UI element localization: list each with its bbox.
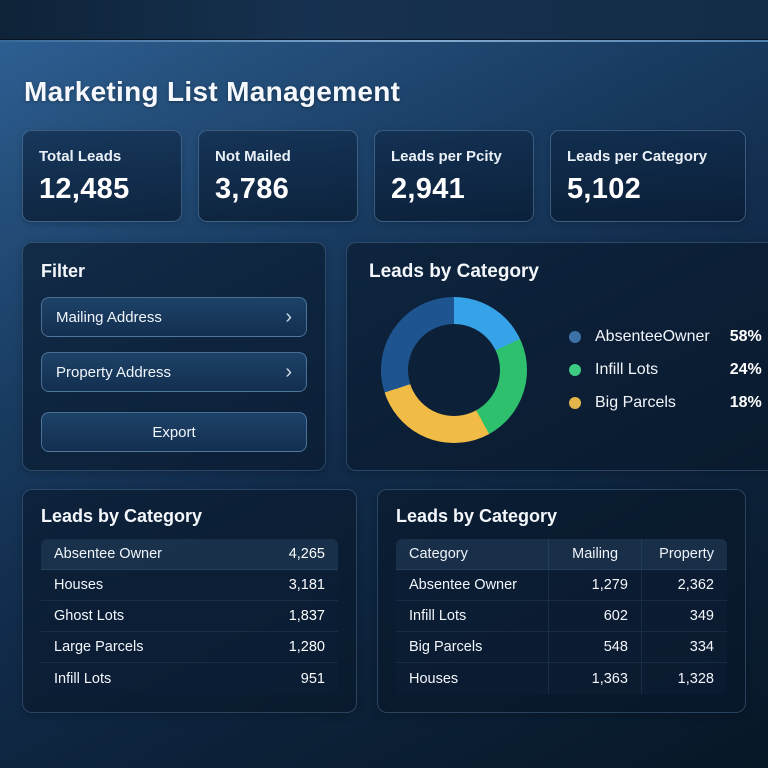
stat-label: Leads per Category [567, 148, 708, 165]
filter-item-label: Mailing Address [56, 308, 162, 326]
header-divider [0, 40, 768, 42]
export-button-label: Export [152, 423, 196, 441]
table-row: Absentee Owner 1,279 2,362 [396, 570, 727, 601]
stat-label: Total Leads [39, 148, 122, 165]
category-mailing-property-table: Category Mailing Property Absentee Owner… [396, 539, 727, 694]
filter-item-label: Property Address [56, 363, 172, 381]
list-item: Absentee Owner 4,265 [41, 539, 338, 570]
stat-label: Leads per Pcity [391, 148, 502, 165]
filter-panel: Filter Mailing Address › Property Addres… [22, 242, 326, 471]
filter-mailing-address[interactable]: Mailing Address › [41, 297, 307, 337]
legend-label: AbsenteeOwner [595, 328, 710, 345]
list-item: Infill Lots 951 [41, 663, 338, 694]
leads-by-category-donut-panel: Leads by Category AbsenteeOwner 58% Infi… [346, 242, 768, 471]
page-title: Marketing List Management [24, 76, 401, 107]
list-item-label: Absentee Owner [54, 546, 163, 562]
category-count-list: Absentee Owner 4,265 Houses 3,181 Ghost … [41, 539, 338, 694]
donut-chart-area: AbsenteeOwner 58% Infill Lots 24% Big Pa… [369, 297, 766, 443]
list-item-value: 4,265 [288, 546, 325, 562]
cell-mailing: 1,363 [548, 663, 641, 694]
list-item: Large Parcels 1,280 [41, 632, 338, 663]
column-header-property: Property [640, 539, 727, 569]
top-window-bar [0, 0, 768, 40]
list-item-label: Large Parcels [54, 639, 144, 655]
cell-mailing: 1,279 [548, 570, 641, 600]
leads-by-category-list-panel: Leads by Category Absentee Owner 4,265 H… [22, 489, 357, 713]
table-panel-title: Leads by Category [396, 506, 558, 526]
list-item-value: 1,837 [288, 608, 325, 624]
list-item-label: Houses [54, 577, 104, 593]
list-item: Houses 3,181 [41, 570, 338, 601]
stat-label: Not Mailed [215, 148, 291, 165]
dashboard-page: Marketing List Management Total Leads 12… [0, 76, 768, 713]
legend-item: Big Parcels 18% [569, 394, 762, 412]
column-header-mailing: Mailing [548, 539, 641, 569]
leads-by-category-table-panel: Leads by Category Category Mailing Prope… [377, 489, 746, 713]
legend-dot-yellow [569, 397, 581, 409]
table-row: Infill Lots 602 349 [396, 601, 727, 632]
list-item: Ghost Lots 1,837 [41, 601, 338, 632]
kpi-cards-row: Total Leads 12,485 Not Mailed 3,786 Lead… [22, 130, 746, 222]
stat-card-not-mailed: Not Mailed 3,786 [198, 130, 358, 222]
cell-mailing: 602 [548, 601, 641, 631]
donut-panel-title: Leads by Category [369, 261, 539, 282]
legend-item: AbsenteeOwner 58% [569, 328, 762, 346]
table-row: Big Parcels 548 334 [396, 632, 727, 663]
legend-item: Infill Lots 24% [569, 361, 762, 379]
filter-property-address[interactable]: Property Address › [41, 352, 307, 392]
cell-property: 1,328 [640, 663, 727, 694]
cell-mailing: 548 [548, 632, 641, 662]
filter-panel-title: Filter [41, 261, 86, 281]
stat-value: 2,941 [391, 173, 466, 205]
export-button[interactable]: Export [41, 412, 307, 452]
cell-property: 349 [640, 601, 727, 631]
stat-card-leads-per-pcity: Leads per Pcity 2,941 [374, 130, 534, 222]
list-panel-title: Leads by Category [41, 506, 203, 526]
list-item-label: Ghost Lots [54, 608, 125, 624]
legend-label: Big Parcels [595, 394, 676, 411]
legend-percent: 18% [729, 394, 762, 411]
stat-value: 3,786 [215, 173, 290, 205]
chevron-right-icon: › [285, 361, 292, 383]
list-item-value: 951 [300, 670, 325, 687]
cell-property: 334 [640, 632, 727, 662]
legend-dot-blue [569, 331, 581, 343]
table-row: Houses 1,363 1,328 [396, 663, 727, 694]
legend-percent: 24% [729, 361, 762, 378]
cell-category: Big Parcels [409, 639, 483, 655]
donut-legend: AbsenteeOwner 58% Infill Lots 24% Big Pa… [569, 328, 762, 412]
list-item-value: 1,280 [288, 639, 325, 655]
table-header-row: Category Mailing Property [396, 539, 727, 570]
chevron-right-icon: › [285, 306, 292, 328]
stat-card-leads-per-category: Leads per Category 5,102 [550, 130, 746, 222]
legend-percent: 58% [729, 328, 762, 345]
column-header-category: Category [409, 546, 468, 562]
stat-value: 12,485 [39, 173, 130, 205]
cell-category: Absentee Owner [409, 577, 518, 593]
legend-dot-green [569, 364, 581, 376]
cell-category: Houses [409, 670, 459, 687]
donut-chart [381, 297, 527, 443]
list-item-value: 3,181 [288, 577, 325, 593]
cell-property: 2,362 [640, 570, 727, 600]
legend-label: Infill Lots [595, 361, 659, 378]
cell-category: Infill Lots [409, 608, 467, 624]
stat-card-total-leads: Total Leads 12,485 [22, 130, 182, 222]
list-item-label: Infill Lots [54, 670, 112, 687]
stat-value: 5,102 [567, 173, 642, 205]
